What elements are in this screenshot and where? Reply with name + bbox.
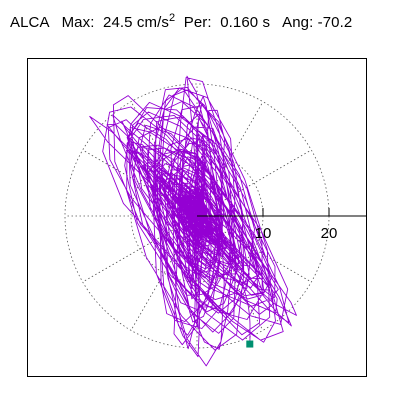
axis-tick-label: 20 (321, 225, 338, 242)
angle-label: Ang: (282, 14, 314, 31)
end-marker-group (246, 340, 254, 348)
end-marker (246, 340, 254, 348)
radial-axis: 10 20 (197, 208, 366, 242)
plot-header: ALCA Max: 24.5 cm/s2 Per: 0.160 s Ang: -… (10, 12, 353, 31)
period-label: Per: (183, 14, 212, 31)
angle-value: -70.2 (317, 14, 353, 31)
station-name: ALCA (10, 14, 49, 31)
plot-frame (27, 58, 367, 377)
orbit-path (89, 75, 297, 367)
period-value: 0.160 s (220, 14, 271, 31)
max-label: Max: (61, 14, 95, 31)
orbit-trace (89, 75, 297, 367)
max-value: 24.5 cm/s (103, 14, 169, 31)
axis-tick-label: 10 (255, 225, 272, 242)
max-exponent: 2 (168, 12, 176, 24)
